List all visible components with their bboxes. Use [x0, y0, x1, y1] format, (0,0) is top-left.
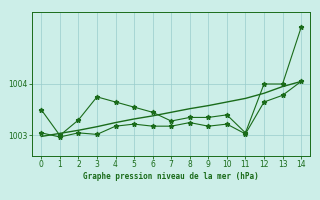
X-axis label: Graphe pression niveau de la mer (hPa): Graphe pression niveau de la mer (hPa): [83, 172, 259, 181]
